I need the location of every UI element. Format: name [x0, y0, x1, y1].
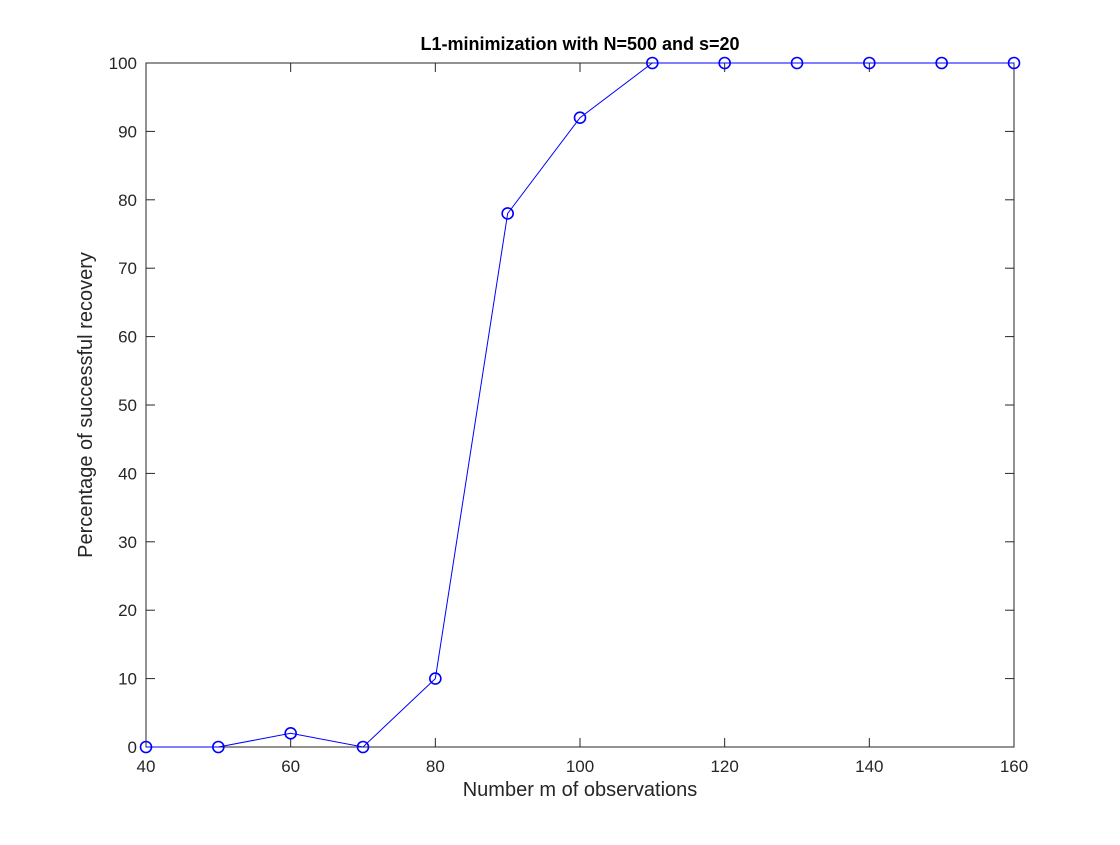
data-point [935, 56, 948, 70]
plot-area [145, 62, 1015, 748]
x-tick-label: 120 [710, 757, 738, 776]
x-tick-label: 100 [566, 757, 594, 776]
y-tick-label: 60 [118, 328, 137, 347]
y-tick-label: 90 [118, 122, 137, 141]
y-tick-label: 30 [118, 533, 137, 552]
y-tick-label: 100 [109, 54, 137, 73]
y-tick-label: 20 [118, 601, 137, 620]
x-tick-label: 80 [426, 757, 445, 776]
data-point [718, 56, 731, 70]
y-axis: 0 10 20 30 40 50 60 70 80 90 100 [109, 54, 1014, 757]
data-point [863, 56, 876, 70]
data-point [646, 56, 659, 70]
y-axis-label: Percentage of successful recovery [75, 252, 97, 558]
y-tick-label: 50 [118, 396, 137, 415]
data-point [790, 56, 804, 70]
series-group [139, 56, 1021, 754]
data-point [1007, 56, 1021, 70]
x-tick-label: 140 [855, 757, 883, 776]
data-point [212, 740, 225, 754]
data-point [501, 207, 514, 220]
y-tick-label: 0 [128, 738, 137, 757]
data-point [573, 111, 587, 125]
data-point [356, 740, 370, 754]
y-tick-label: 80 [118, 191, 137, 210]
series-line [146, 62, 1014, 748]
plot-frame [145, 62, 1015, 748]
x-tick-label: 60 [281, 757, 300, 776]
x-tick-label: 160 [1000, 757, 1028, 776]
data-point [139, 740, 153, 754]
x-axis-label: Number m of observations [463, 779, 698, 801]
y-tick-label: 70 [118, 259, 137, 278]
y-tick-label: 10 [118, 670, 137, 689]
x-tick-label: 40 [137, 757, 156, 776]
chart-title: L1-minimization with N=500 and s=20 [420, 34, 739, 54]
data-point [284, 727, 297, 740]
x-axis: 40 60 80 100 120 140 160 [137, 63, 1028, 776]
y-tick-label: 40 [118, 464, 137, 483]
data-point [429, 672, 442, 685]
